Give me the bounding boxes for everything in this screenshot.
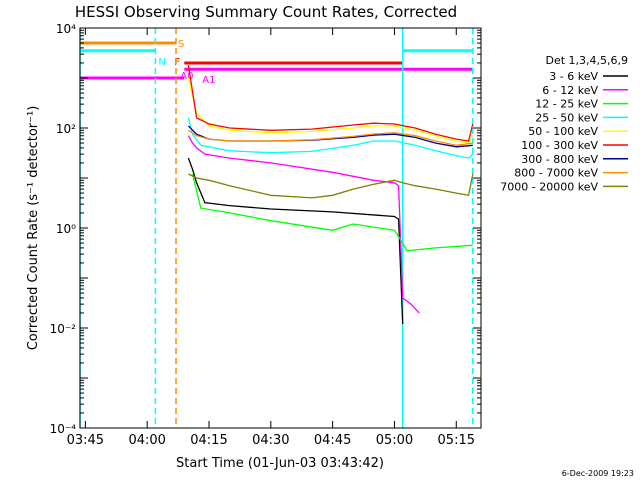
series-line-1 [187, 135, 420, 314]
legend-label-6: 300 - 800 keV [521, 153, 598, 166]
x-tick-label-3: 04:30 [252, 433, 289, 448]
x-tick-label-1: 04:00 [128, 433, 165, 448]
x-tick-label-0: 03:45 [67, 433, 104, 448]
x-axis-label: Start Time (01-Jun-03 03:43:42) [176, 456, 384, 471]
series-line-2 [191, 173, 473, 252]
vlines-layer [79, 28, 474, 428]
flag-label-n: N [158, 57, 165, 68]
y-tick-label-1: 10⁻² [50, 322, 77, 336]
flag-label-s: S [178, 39, 184, 50]
plot-frame [79, 27, 482, 429]
series-layer [187, 65, 474, 325]
x-tick-label-4: 04:45 [314, 433, 351, 448]
legend-label-3: 25 - 50 keV [535, 111, 598, 124]
series-line-4 [187, 77, 474, 144]
chart-title: HESSI Observing Summary Count Rates, Cor… [75, 3, 457, 21]
legend-label-5: 100 - 300 keV [521, 139, 598, 152]
series-line-7 [188, 129, 473, 146]
y-tick-label-2: 10⁰ [56, 222, 76, 236]
legend-label-2: 12 - 25 keV [535, 98, 598, 111]
x-tick-label-2: 04:15 [190, 433, 227, 448]
series-line-3 [187, 117, 474, 159]
y-tick-label-4: 10⁴ [56, 22, 76, 36]
x-tick-label-6: 05:15 [438, 433, 475, 448]
x-tick-label-5: 05:00 [376, 433, 413, 448]
flag-label-a1: A1 [202, 75, 215, 86]
series-line-5 [187, 65, 474, 142]
flag-label-a0: A0 [180, 71, 193, 82]
legend-label-0: 3 - 6 keV [549, 70, 598, 83]
date-stamp: 6-Dec-2009 19:23 [562, 469, 634, 478]
legend-label-8: 7000 - 20000 keV [500, 180, 598, 193]
series-line-8 [188, 173, 474, 199]
series-line-0 [187, 157, 404, 325]
y-axis: 10⁻⁴ 10⁻² 10⁰ 10² 10⁴ [50, 22, 481, 436]
series-line-6 [187, 125, 473, 148]
x-axis: 03:45 04:00 04:15 04:30 04:45 05:00 05:15 [67, 28, 475, 448]
flag-label-f: F [174, 57, 180, 68]
legend-label-7: 800 - 7000 keV [514, 167, 598, 180]
legend-label-4: 50 - 100 keV [528, 125, 598, 138]
flags-layer: S N FA0 A1 [80, 39, 473, 86]
y-axis-label: Corrected Count Rate (s⁻¹ detector⁻¹) [26, 106, 41, 351]
y-tick-label-0: 10⁻⁴ [50, 422, 77, 436]
legend-title: Det 1,3,4,5,6,9 [545, 54, 628, 67]
legend-label-1: 6 - 12 keV [542, 84, 598, 97]
y-tick-label-3: 10² [56, 122, 76, 136]
